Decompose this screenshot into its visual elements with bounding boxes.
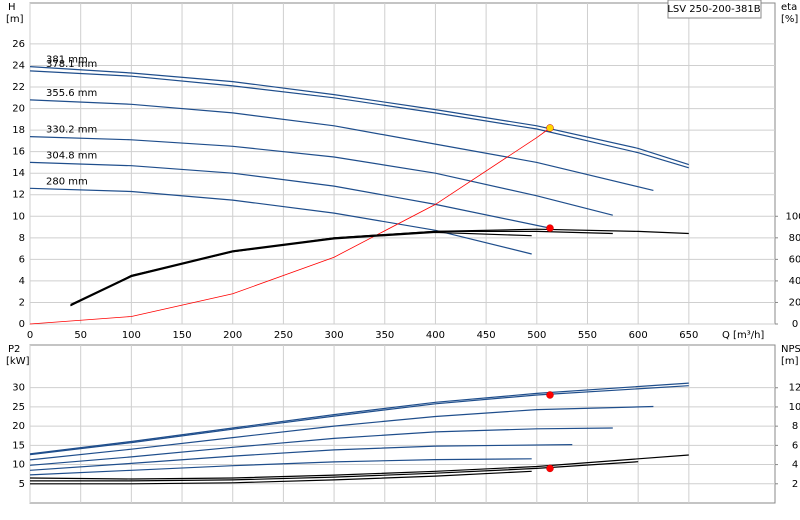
- x-tick-label: 600: [629, 330, 648, 341]
- curve: [30, 470, 532, 485]
- operating-point: [546, 124, 554, 132]
- operating-point: [546, 391, 554, 399]
- y-tick-label: 22: [12, 82, 25, 93]
- curve: [29, 385, 689, 456]
- y-tick-label: 24: [12, 60, 25, 71]
- operating-point: [546, 464, 554, 473]
- y2-tick-label: 80: [789, 233, 800, 244]
- y2-axis-unit: [%]: [781, 14, 798, 25]
- y-tick-label: 4: [19, 276, 25, 287]
- plot-area: [29, 2, 776, 325]
- operating-point: [546, 224, 554, 232]
- x-axis-label: Q [m³/h]: [722, 330, 764, 341]
- curve: [29, 444, 573, 471]
- curve: [29, 127, 551, 325]
- x-tick-label: 200: [223, 330, 242, 341]
- x-tick-label: 650: [679, 330, 698, 341]
- y2-tick-label: 60: [789, 254, 800, 265]
- curve: [29, 187, 532, 255]
- y-tick-label: 20: [12, 421, 25, 432]
- x-tick-label: 100: [122, 330, 141, 341]
- curve: [29, 405, 654, 461]
- chart-title: LSV 250-200-381B: [667, 4, 760, 15]
- x-tick-label: 50: [74, 330, 87, 341]
- y2-axis-unit: [m]: [781, 356, 799, 367]
- x-tick-label: 150: [172, 330, 191, 341]
- y-tick-label: 5: [19, 479, 25, 490]
- x-tick-label: 450: [477, 330, 496, 341]
- y-tick-label: 10: [12, 460, 25, 471]
- y-axis-label: P2: [8, 344, 20, 355]
- x-tick-label: 300: [325, 330, 344, 341]
- y2-tick-label: 20: [789, 297, 800, 308]
- title-box: [667, 0, 762, 19]
- curve: [70, 228, 689, 306]
- y-tick-label: 0: [19, 319, 25, 330]
- y2-tick-label: 4: [792, 460, 798, 471]
- y-tick-label: 10: [12, 211, 25, 222]
- y2-tick-label: 10: [789, 402, 800, 413]
- curve: [29, 458, 532, 476]
- curve: [29, 161, 551, 229]
- curve: [29, 70, 689, 169]
- y2-tick-label: 8: [792, 421, 798, 432]
- y-tick-label: 6: [19, 254, 25, 265]
- curve: [29, 136, 613, 216]
- y-tick-label: 14: [12, 168, 25, 179]
- y-axis-label: H: [8, 2, 16, 13]
- y-tick-label: 15: [12, 440, 25, 451]
- curve-label: 355.6 mm: [46, 88, 97, 99]
- x-tick-label: 550: [578, 330, 597, 341]
- y2-tick-label: 2: [792, 479, 798, 490]
- y-tick-label: 2: [19, 297, 25, 308]
- curve: [29, 99, 654, 191]
- curve: [29, 382, 689, 455]
- curve-label: 280 mm: [46, 176, 88, 187]
- x-tick-label: 500: [527, 330, 546, 341]
- y-tick-label: 8: [19, 233, 25, 244]
- y2-axis-label: NPSH: [781, 344, 800, 355]
- y2-tick-label: 100: [785, 211, 800, 222]
- x-tick-label: 0: [27, 330, 33, 341]
- y-tick-label: 18: [12, 125, 25, 136]
- y-tick-label: 20: [12, 104, 25, 115]
- y2-tick-label: 6: [792, 440, 798, 451]
- curve-label: 304.8 mm: [46, 150, 97, 161]
- y2-axis-label: eta: [781, 2, 797, 13]
- curve: [29, 427, 613, 466]
- curve-label: 381 mm: [46, 55, 88, 66]
- y-axis-unit: [kW]: [6, 356, 30, 367]
- curve: [29, 66, 689, 166]
- x-tick-label: 350: [375, 330, 394, 341]
- curve: [29, 454, 689, 480]
- curve: [70, 230, 613, 307]
- curve-label: 330.2 mm: [46, 125, 97, 136]
- y-tick-label: 26: [12, 39, 25, 50]
- x-tick-label: 250: [274, 330, 293, 341]
- curve-label: 378.1 mm: [46, 59, 97, 70]
- curve: [30, 461, 639, 482]
- curve: [70, 231, 532, 307]
- y-tick-label: 25: [12, 402, 25, 413]
- y-axis-unit: [m]: [6, 14, 24, 25]
- y2-tick-label: 12: [789, 383, 800, 394]
- y-tick-label: 12: [12, 190, 25, 201]
- y2-tick-label: 0: [792, 319, 798, 330]
- x-tick-label: 400: [426, 330, 445, 341]
- y-tick-label: 16: [12, 147, 25, 158]
- y2-tick-label: 40: [789, 276, 800, 287]
- y-tick-label: 30: [12, 383, 25, 394]
